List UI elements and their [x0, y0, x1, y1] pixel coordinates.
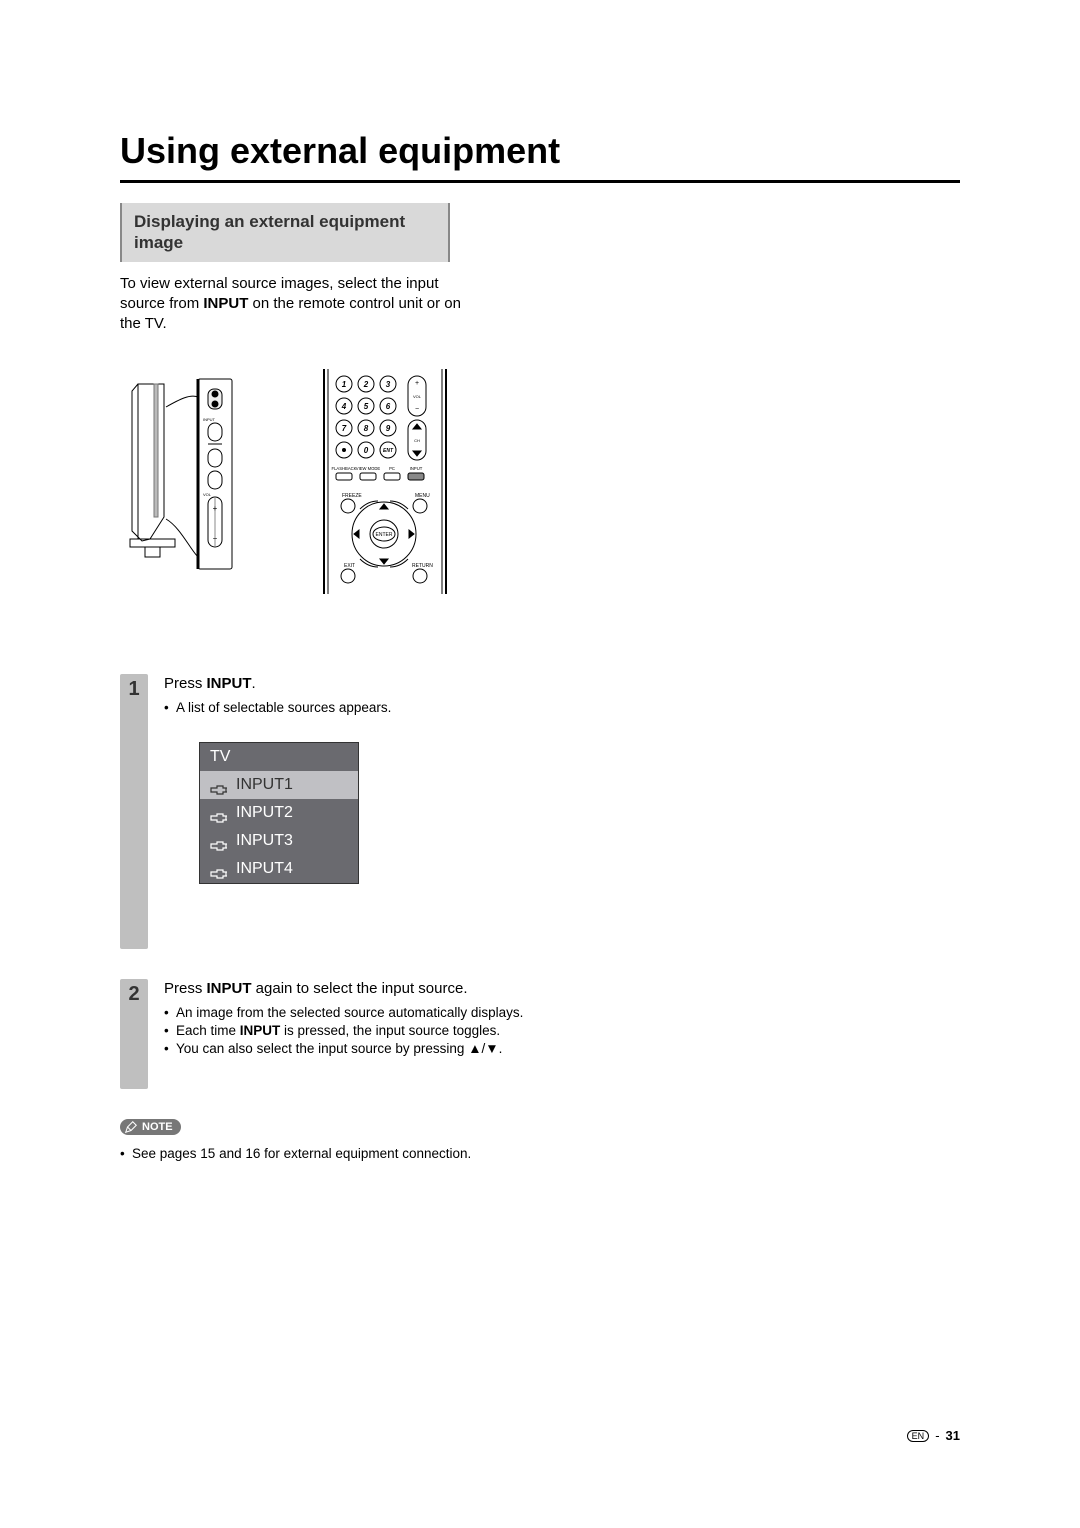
page-footer: EN - 31 — [907, 1428, 960, 1443]
step2-bullet: An image from the selected source automa… — [164, 1004, 524, 1022]
svg-text:INPUT: INPUT — [203, 417, 216, 422]
svg-text:EXIT: EXIT — [344, 563, 355, 569]
input-menu-label: INPUT2 — [236, 802, 293, 824]
step-2: 2 Press INPUT again to select the input … — [120, 979, 960, 1089]
svg-text:+: + — [415, 380, 419, 387]
input-menu-item: INPUT3 — [200, 827, 358, 855]
svg-text:7: 7 — [342, 424, 347, 433]
title-rule — [120, 180, 960, 183]
svg-text:2: 2 — [363, 380, 369, 389]
input-menu-item: INPUT2 — [200, 799, 358, 827]
svg-text:3: 3 — [386, 380, 391, 389]
input-source-menu: TV INPUT1 INPUT2 INPUT3 INPUT4 — [199, 742, 359, 884]
svg-text:FLASHBACK: FLASHBACK — [332, 466, 357, 471]
plug-icon — [210, 864, 228, 874]
pencil-icon — [124, 1120, 138, 1134]
svg-text:0: 0 — [364, 446, 369, 455]
input-menu-item: TV — [200, 743, 358, 771]
input-menu-item: INPUT1 — [200, 771, 358, 799]
tv-diagram: + − INPUT VOL — [120, 369, 250, 579]
remote-diagram: 1 2 3 4 5 6 7 8 9 0 ENT + VOL − — [320, 369, 450, 594]
page-title: Using external equipment — [120, 130, 960, 172]
svg-text:FREEZE: FREEZE — [342, 493, 362, 499]
plug-icon — [210, 808, 228, 818]
step-number: 2 — [128, 983, 139, 1006]
step1-bullet: A list of selectable sources appears. — [164, 699, 524, 717]
step-number-box: 2 — [120, 979, 148, 1089]
svg-text:+: + — [213, 504, 218, 513]
svg-text:8: 8 — [364, 424, 369, 433]
lang-badge: EN — [907, 1430, 930, 1442]
step-number-box: 1 — [120, 674, 148, 949]
svg-text:PC: PC — [389, 466, 395, 471]
svg-text:−: − — [415, 406, 419, 413]
svg-text:CH: CH — [414, 438, 420, 443]
svg-text:VIEW MODE: VIEW MODE — [356, 466, 381, 471]
step-1: 1 Press INPUT. A list of selectable sour… — [120, 674, 960, 949]
input-menu-label: INPUT1 — [236, 774, 293, 796]
svg-text:RETURN: RETURN — [412, 563, 433, 569]
svg-text:ENT: ENT — [383, 448, 394, 454]
svg-text:−: − — [213, 534, 218, 543]
input-menu-label: INPUT4 — [236, 858, 293, 880]
svg-text:5: 5 — [364, 402, 369, 411]
note-badge: NOTE — [120, 1119, 181, 1135]
step2-bullet: Each time INPUT is pressed, the input so… — [164, 1022, 524, 1040]
svg-text:INPUT: INPUT — [410, 466, 423, 471]
svg-text:9: 9 — [386, 424, 391, 433]
section-header: Displaying an external equipment image — [120, 203, 450, 262]
input-menu-label: TV — [210, 746, 230, 768]
intro-text: To view external source images, select t… — [120, 274, 480, 335]
svg-text:1: 1 — [342, 380, 347, 389]
svg-text:VOL: VOL — [203, 492, 212, 497]
svg-text:4: 4 — [341, 402, 347, 411]
note-section: NOTE See pages 15 and 16 for external eq… — [120, 1119, 960, 1163]
step2-bullet: You can also select the input source by … — [164, 1040, 524, 1058]
input-menu-label: INPUT3 — [236, 830, 293, 852]
plug-icon — [210, 836, 228, 846]
svg-text:ENTER: ENTER — [376, 532, 393, 538]
svg-text:VOL: VOL — [413, 394, 422, 399]
step-number: 1 — [128, 678, 139, 701]
input-menu-item: INPUT4 — [200, 855, 358, 883]
svg-text:MENU: MENU — [415, 493, 430, 499]
svg-text:6: 6 — [386, 402, 391, 411]
note-bullet: See pages 15 and 16 for external equipme… — [120, 1145, 960, 1163]
plug-icon — [210, 780, 228, 790]
